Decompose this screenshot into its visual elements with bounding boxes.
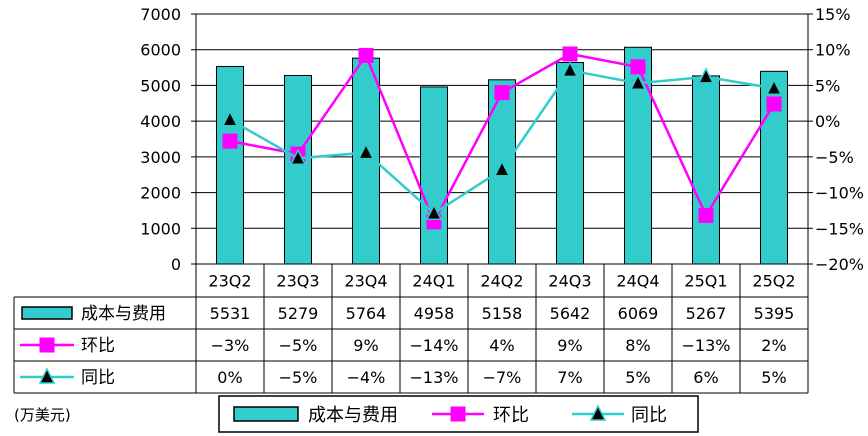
legend-label: 成本与费用 bbox=[308, 405, 398, 426]
legend: 成本与费用 环比 同比 bbox=[218, 395, 699, 433]
table-cell: 5267 bbox=[686, 304, 727, 323]
bar-series bbox=[216, 46, 788, 265]
table-cell: −3% bbox=[211, 336, 250, 355]
table-cell: 5531 bbox=[210, 304, 251, 323]
square-marker bbox=[698, 207, 714, 223]
right-tick-label: −20% bbox=[815, 255, 864, 274]
bar bbox=[420, 86, 448, 265]
table-cell: −7% bbox=[483, 368, 522, 387]
category-label: 24Q4 bbox=[616, 272, 659, 291]
left-tick-label: 1000 bbox=[140, 219, 181, 238]
table-series-name: 环比 bbox=[81, 336, 115, 356]
legend-key-bar bbox=[233, 406, 299, 422]
triangle-marker bbox=[697, 67, 715, 84]
right-tick-label: 5% bbox=[815, 76, 840, 95]
table-cell: 6069 bbox=[618, 304, 659, 323]
left-tick-label: 7000 bbox=[140, 5, 181, 24]
table-cell: 4958 bbox=[414, 304, 455, 323]
table-cell: −13% bbox=[410, 368, 459, 387]
triangle-marker bbox=[561, 60, 579, 78]
bar bbox=[556, 62, 584, 265]
square-marker bbox=[494, 85, 510, 101]
table-cell: 0% bbox=[217, 368, 242, 387]
category-label: 24Q3 bbox=[548, 272, 591, 291]
triangle-marker bbox=[629, 73, 647, 91]
right-tick-label: 10% bbox=[815, 41, 851, 60]
left-tick-label: 3000 bbox=[140, 148, 181, 167]
table-cell: −14% bbox=[410, 336, 459, 355]
triangle-marker bbox=[221, 110, 239, 127]
triangle-marker bbox=[38, 367, 56, 384]
table-cell: 9% bbox=[353, 336, 378, 355]
category-label: 23Q3 bbox=[276, 272, 319, 291]
unit-note: (万美元) bbox=[14, 406, 71, 424]
right-tick-label: 0% bbox=[815, 112, 840, 131]
square-marker bbox=[39, 337, 55, 353]
table-cell: 5642 bbox=[550, 304, 591, 323]
triangle-marker bbox=[765, 78, 783, 96]
left-tick-label: 0 bbox=[171, 255, 181, 274]
table-cell: 9% bbox=[557, 336, 582, 355]
table-cell: 7% bbox=[557, 368, 582, 387]
triangle-marker bbox=[589, 404, 607, 421]
data-table: 23Q2 23Q3 23Q4 24Q1 24Q2 24Q3 24Q4 25Q1 25Q2 成本与费… bbox=[13, 263, 808, 394]
table-cell: 8% bbox=[625, 336, 650, 355]
table-cell: 4% bbox=[489, 336, 514, 355]
triangle-marker bbox=[357, 142, 375, 160]
bar bbox=[692, 75, 720, 265]
table-cell: 6% bbox=[693, 368, 718, 387]
table-cell: 2% bbox=[761, 336, 786, 355]
axes: 0 1000 2000 3000 4000 5000 6000 7000 −20% −15% −10… bbox=[140, 5, 864, 393]
category-label: 24Q2 bbox=[480, 272, 523, 291]
bar bbox=[284, 74, 312, 265]
table-cell: 5395 bbox=[754, 304, 795, 323]
left-tick-label: 6000 bbox=[140, 41, 181, 60]
category-label: 25Q2 bbox=[752, 272, 795, 291]
table-cell: −5% bbox=[279, 336, 318, 355]
table-cell: −5% bbox=[279, 368, 318, 387]
left-tick-label: 4000 bbox=[140, 112, 181, 131]
line-series bbox=[221, 46, 783, 230]
table-cell: 5% bbox=[761, 368, 786, 387]
table-series-name: 同比 bbox=[81, 368, 115, 388]
left-tick-label: 5000 bbox=[140, 76, 181, 95]
legend-label: 同比 bbox=[631, 405, 667, 426]
legend-label: 环比 bbox=[493, 405, 529, 426]
bar bbox=[216, 65, 244, 265]
category-label: 23Q4 bbox=[344, 272, 387, 291]
category-label: 24Q1 bbox=[412, 272, 455, 291]
table-series-name: 成本与费用 bbox=[81, 304, 166, 324]
right-tick-label: 15% bbox=[815, 5, 851, 24]
right-tick-label: −15% bbox=[815, 219, 864, 238]
square-marker bbox=[630, 59, 646, 75]
triangle-marker bbox=[289, 148, 307, 166]
right-tick-label: −5% bbox=[815, 148, 854, 167]
left-tick-label: 2000 bbox=[140, 184, 181, 203]
table-cell: −13% bbox=[682, 336, 731, 355]
triangle-marker bbox=[493, 160, 511, 177]
square-marker bbox=[358, 47, 374, 63]
table-cell: −4% bbox=[347, 368, 386, 387]
square-marker bbox=[562, 46, 578, 62]
category-label: 25Q1 bbox=[684, 272, 727, 291]
category-label: 23Q2 bbox=[208, 272, 251, 291]
table-cell: 5764 bbox=[346, 304, 387, 323]
table-cell: 5158 bbox=[482, 304, 523, 323]
table-cell: 5% bbox=[625, 368, 650, 387]
table-key-bar bbox=[21, 306, 73, 320]
right-tick-label: −10% bbox=[815, 184, 864, 203]
square-marker bbox=[766, 96, 782, 112]
triangle-marker bbox=[425, 203, 443, 221]
square-marker bbox=[450, 406, 466, 422]
table-cell: 5279 bbox=[278, 304, 319, 323]
square-marker bbox=[222, 133, 238, 149]
